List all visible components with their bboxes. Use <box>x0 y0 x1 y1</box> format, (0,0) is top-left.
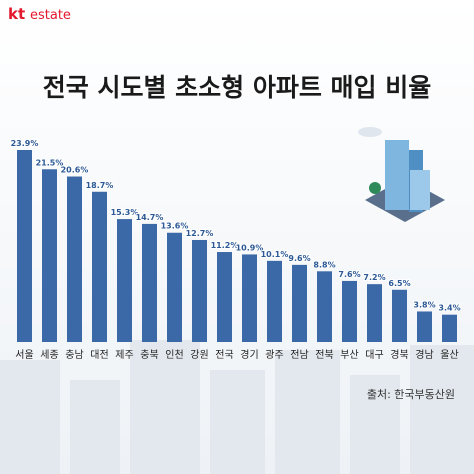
bar <box>242 254 257 342</box>
bar <box>92 191 107 342</box>
bar <box>417 311 432 342</box>
value-label: 11.2% <box>211 241 239 250</box>
x-tick-label: 인천 <box>165 349 183 361</box>
value-label: 7.2% <box>363 273 385 282</box>
value-label: 7.6% <box>338 270 360 279</box>
value-label: 3.4% <box>438 304 460 313</box>
source: 출처: 한국부동산원 <box>367 388 455 401</box>
bar <box>192 239 207 342</box>
bar <box>17 150 32 342</box>
building-icon <box>358 127 445 222</box>
x-tick-label: 울산 <box>440 349 458 361</box>
x-tick-label: 경기 <box>240 348 258 361</box>
x-tick-label: 대전 <box>90 349 108 361</box>
x-tick-label: 세종 <box>40 349 58 361</box>
x-tick-label: 대구 <box>365 349 383 361</box>
value-label: 13.6% <box>161 222 189 231</box>
x-tick-label: 부산 <box>340 349 358 361</box>
x-tick-label: 광주 <box>265 349 283 361</box>
value-label: 23.9% <box>11 139 39 148</box>
bar <box>392 289 407 342</box>
chart-title: 전국 시도별 초소형 아파트 매입 비율 <box>43 73 432 102</box>
x-tick-label: 전남 <box>290 349 308 361</box>
value-label: 12.7% <box>186 229 214 238</box>
value-label: 8.8% <box>313 260 335 269</box>
bar <box>142 223 157 342</box>
value-label: 20.6% <box>61 166 89 175</box>
x-tick-label: 서울 <box>15 349 33 361</box>
value-label: 21.5% <box>36 158 64 167</box>
x-tick-label: 전국 <box>215 349 233 361</box>
logo-name: estate <box>30 8 71 23</box>
x-tick-label: 충북 <box>140 349 158 361</box>
x-tick-label: 충남 <box>65 349 83 361</box>
bar <box>342 280 357 342</box>
bar <box>367 284 382 342</box>
value-label: 14.7% <box>136 213 164 222</box>
bar <box>267 260 282 342</box>
value-label: 3.8% <box>413 300 435 309</box>
logo-brand: kt <box>8 5 25 23</box>
bar <box>217 252 232 342</box>
value-label: 10.9% <box>236 243 264 252</box>
bar <box>167 232 182 342</box>
bar <box>442 314 457 342</box>
value-label: 15.3% <box>111 208 139 217</box>
value-label: 10.1% <box>261 250 289 259</box>
x-tick-label: 전북 <box>315 349 333 361</box>
bar <box>292 264 307 342</box>
x-tick-label: 경북 <box>390 348 408 361</box>
x-tick-label: 강원 <box>190 349 208 361</box>
value-label: 9.6% <box>288 254 310 263</box>
x-tick-label: 경남 <box>415 348 433 361</box>
bar <box>117 219 132 342</box>
bar <box>42 169 57 342</box>
x-tick-label: 제주 <box>115 349 133 361</box>
bar <box>67 176 82 342</box>
bar <box>317 271 332 342</box>
skyline <box>0 340 474 474</box>
value-label: 6.5% <box>388 279 410 288</box>
value-label: 18.7% <box>86 181 114 190</box>
